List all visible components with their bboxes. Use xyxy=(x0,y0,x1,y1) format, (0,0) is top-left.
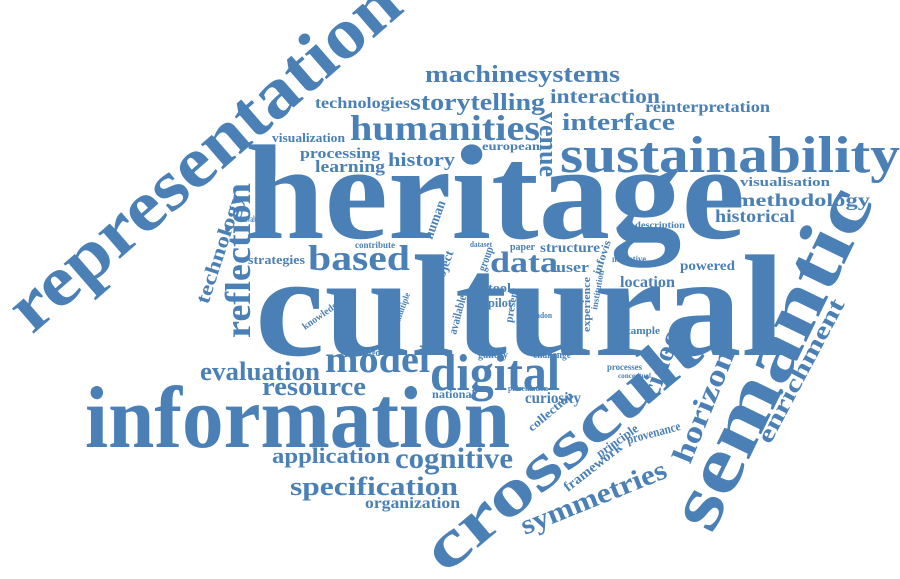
word: humanities xyxy=(350,108,540,148)
word: visualisation xyxy=(740,174,831,189)
word: cultural xyxy=(255,227,785,387)
word: structure xyxy=(540,241,600,256)
word: history xyxy=(388,150,456,171)
word: interaction xyxy=(550,86,660,108)
word: tool xyxy=(488,280,511,295)
word: specification xyxy=(290,472,459,501)
word: curiosity xyxy=(525,390,581,407)
word: user xyxy=(556,260,589,276)
word: data xyxy=(490,246,558,279)
word: storytelling xyxy=(410,90,545,116)
word: evaluating xyxy=(245,214,270,224)
word: model xyxy=(325,339,430,381)
word: learning xyxy=(315,157,386,176)
word: evaluation xyxy=(200,357,321,386)
word: conceptual xyxy=(618,372,651,380)
word: organization xyxy=(365,495,460,512)
word: processing xyxy=(300,146,381,162)
word: interface xyxy=(562,110,675,136)
word: machinesystems xyxy=(425,62,620,88)
word: information xyxy=(85,370,510,467)
word: heritage xyxy=(245,119,745,268)
word: paper xyxy=(510,242,536,253)
word: challenge xyxy=(533,350,572,361)
word: presentation xyxy=(508,384,549,393)
word: example xyxy=(620,325,660,337)
word: cognitive xyxy=(395,442,513,475)
word: evidence xyxy=(607,347,637,357)
word: london xyxy=(530,311,553,320)
word: structured xyxy=(345,348,380,359)
word: application xyxy=(272,443,390,468)
word: sustainability xyxy=(560,127,900,184)
word: description xyxy=(635,220,685,230)
word: narrative xyxy=(612,254,646,264)
word: venue xyxy=(534,112,563,177)
word: reinterpretation xyxy=(645,99,770,116)
word: pilot xyxy=(488,295,513,310)
word: processes xyxy=(607,362,642,372)
word: technologies xyxy=(315,95,410,112)
word: contribute xyxy=(355,240,395,250)
word: dataset xyxy=(470,240,492,249)
word: historical xyxy=(715,206,795,226)
word: methodology xyxy=(735,190,870,210)
word: european xyxy=(482,139,540,153)
word: location xyxy=(620,274,675,291)
word: powered xyxy=(680,259,735,274)
word: resource xyxy=(262,372,366,401)
word: experience xyxy=(581,277,593,332)
word: gallery xyxy=(478,349,508,361)
word: visualization xyxy=(272,130,346,145)
word: digital xyxy=(430,345,560,402)
word: national xyxy=(432,387,476,401)
word: based xyxy=(308,238,410,278)
word: reflection xyxy=(218,183,258,338)
word: strategies xyxy=(248,252,305,267)
